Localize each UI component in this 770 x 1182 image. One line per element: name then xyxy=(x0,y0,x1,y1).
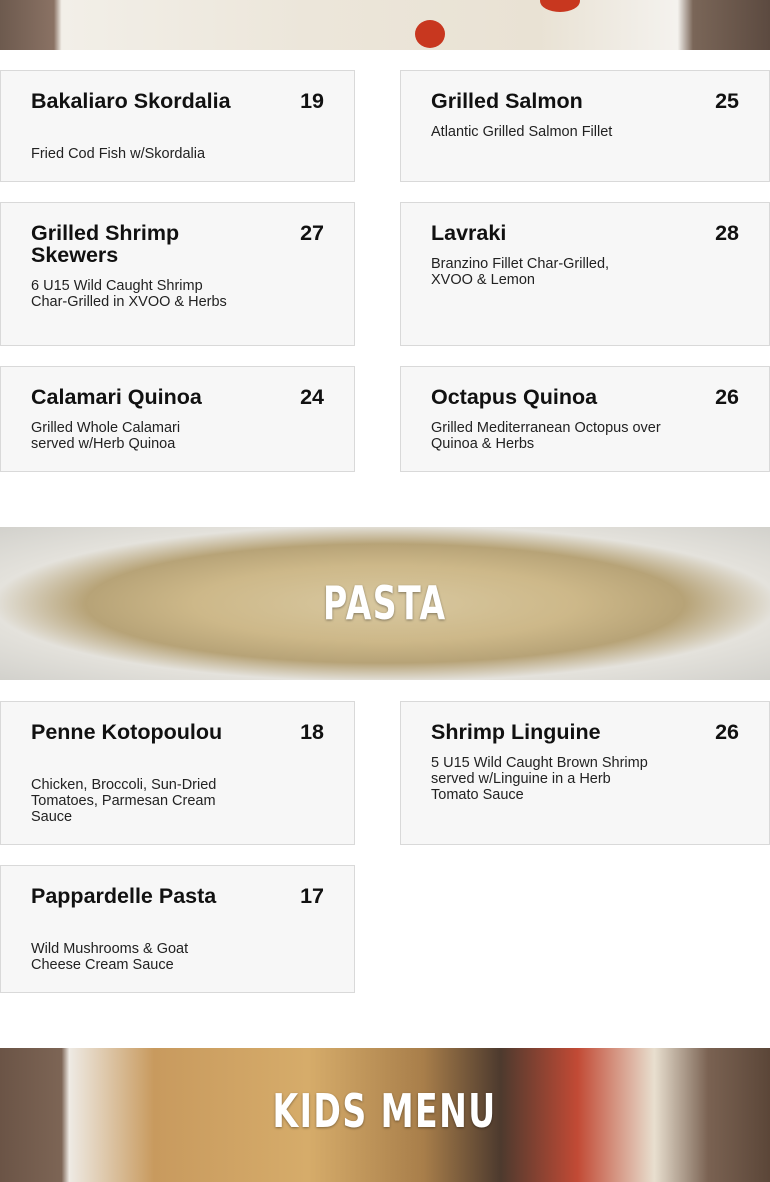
item-description: 5 U15 Wild Caught Brown Shrimp served w/… xyxy=(431,755,648,803)
item-description: Grilled Mediterranean Octopus over Quino… xyxy=(431,420,661,452)
pasta-section-banner: PASTA xyxy=(0,527,770,680)
item-price: 24 xyxy=(300,385,324,409)
menu-item-card: Penne Kotopoulou 18 Chicken, Broccoli, S… xyxy=(0,701,355,845)
kids-menu-section-banner: KIDS MENU xyxy=(0,1048,770,1182)
food-image-banner xyxy=(0,0,770,50)
menu-item-card: Calamari Quinoa 24 Grilled Whole Calamar… xyxy=(0,366,355,472)
item-name: Grilled Salmon xyxy=(431,89,583,113)
menu-item-card: Grilled Salmon 25 Atlantic Grilled Salmo… xyxy=(400,70,770,182)
item-description: Branzino Fillet Char-Grilled, XVOO & Lem… xyxy=(431,256,610,288)
menu-item-card: Grilled Shrimp Skewers 27 6 U15 Wild Cau… xyxy=(0,202,355,346)
item-name: Bakaliaro Skordalia xyxy=(31,89,231,113)
item-price: 26 xyxy=(715,385,739,409)
item-name: Octapus Quinoa xyxy=(431,385,598,409)
menu-item-card: Pappardelle Pasta 17 Wild Mushrooms & Go… xyxy=(0,865,355,993)
item-description: 6 U15 Wild Caught Shrimp Char-Grilled in… xyxy=(31,278,227,310)
item-price: 18 xyxy=(300,720,324,744)
item-description: Fried Cod Fish w/Skordalia xyxy=(31,146,206,162)
item-description: Wild Mushrooms & Goat Cheese Cream Sauce xyxy=(31,941,189,973)
section-title: KIDS MENU xyxy=(272,1084,498,1138)
item-price: 25 xyxy=(715,89,739,113)
item-name: Grilled Shrimp Skewers xyxy=(31,221,180,267)
item-price: 17 xyxy=(300,884,324,908)
tomato-image xyxy=(415,20,445,48)
item-name: Calamari Quinoa xyxy=(31,385,202,409)
item-description: Atlantic Grilled Salmon Fillet xyxy=(431,124,613,140)
menu-item-card: Lavraki 28 Branzino Fillet Char-Grilled,… xyxy=(400,202,770,346)
item-price: 28 xyxy=(715,221,739,245)
item-name: Pappardelle Pasta xyxy=(31,884,217,908)
section-title: PASTA xyxy=(323,575,447,630)
menu-item-card: Bakaliaro Skordalia 19 Fried Cod Fish w/… xyxy=(0,70,355,182)
tomato-image xyxy=(540,0,580,12)
item-price: 26 xyxy=(715,720,739,744)
menu-item-card: Shrimp Linguine 26 5 U15 Wild Caught Bro… xyxy=(400,701,770,845)
item-description: Grilled Whole Calamari served w/Herb Qui… xyxy=(31,420,181,452)
item-price: 19 xyxy=(300,89,324,113)
item-description: Chicken, Broccoli, Sun-Dried Tomatoes, P… xyxy=(31,777,217,825)
item-name: Shrimp Linguine xyxy=(431,720,601,744)
menu-item-card: Octapus Quinoa 26 Grilled Mediterranean … xyxy=(400,366,770,472)
item-name: Penne Kotopoulou xyxy=(31,720,223,744)
item-name: Lavraki xyxy=(431,221,507,245)
item-price: 27 xyxy=(300,221,324,245)
